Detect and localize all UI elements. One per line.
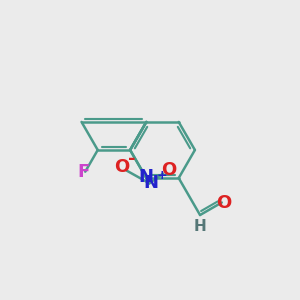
Text: O: O bbox=[114, 158, 129, 176]
Text: O: O bbox=[161, 161, 176, 179]
Text: O: O bbox=[217, 194, 232, 211]
Text: +: + bbox=[156, 169, 167, 182]
Text: H: H bbox=[194, 219, 206, 234]
Text: N: N bbox=[143, 174, 158, 192]
Text: N: N bbox=[139, 168, 154, 186]
Text: F: F bbox=[78, 163, 90, 181]
Text: -: - bbox=[128, 150, 135, 168]
